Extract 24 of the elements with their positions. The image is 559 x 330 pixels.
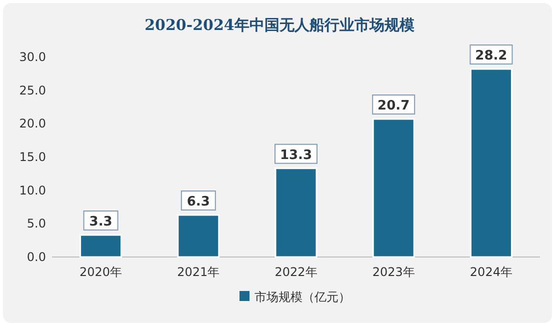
bar [177, 214, 220, 258]
bar [80, 234, 122, 258]
y-tick-label: 20.0 [19, 116, 46, 131]
x-tick-label: 2020年 [80, 265, 122, 279]
x-tick-label: 2022年 [274, 265, 318, 279]
data-label: 20.7 [378, 98, 410, 114]
x-tick-label: 2021年 [177, 265, 220, 279]
bar [274, 168, 318, 258]
x-tick-label: 2024年 [470, 265, 512, 279]
y-tick-label: 25.0 [19, 83, 46, 98]
data-label: 13.3 [280, 148, 312, 163]
legend-label: 市场规模（亿元） [254, 290, 350, 304]
y-tick-label: 5.0 [26, 216, 46, 231]
y-tick-label: 10.0 [19, 183, 46, 198]
data-label: 3.3 [89, 214, 112, 230]
y-tick-label: 15.0 [19, 150, 46, 164]
y-tick-label: 30.0 [19, 50, 46, 64]
data-label: 28.2 [475, 48, 508, 64]
x-tick-label: 2023年 [372, 265, 415, 279]
bar [372, 118, 415, 258]
data-label: 6.3 [186, 194, 210, 210]
bar [470, 68, 512, 258]
y-tick-label: 0.0 [26, 250, 46, 264]
chart-title: 2020-2024年中国无人船行业市场规模 [144, 16, 416, 34]
